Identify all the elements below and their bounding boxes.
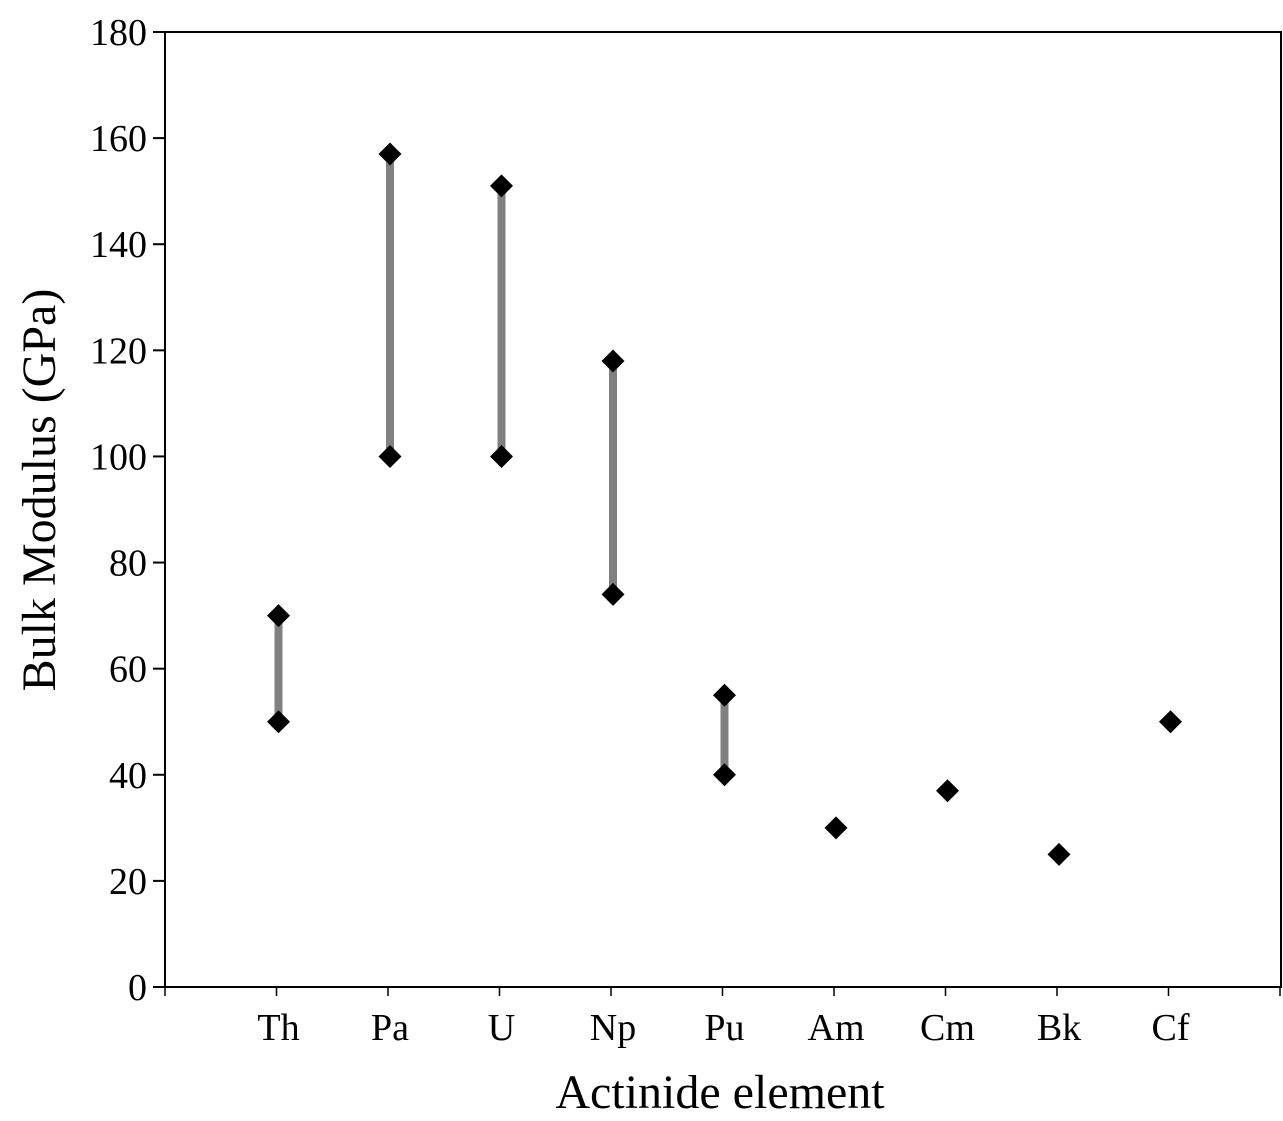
- x-tick-label-pu: Pu: [704, 1007, 744, 1049]
- marker-pu-low: [713, 763, 736, 787]
- y-tick-label: 160: [90, 118, 147, 160]
- x-ticks: Th Pa U Np Pu Am Cm Bk Cf: [164, 987, 1281, 1049]
- marker-am: [824, 816, 848, 840]
- marker-pu-high: [713, 683, 736, 707]
- marker-cf: [1159, 710, 1182, 734]
- data-markers: [267, 142, 1182, 866]
- marker-np-low: [601, 582, 625, 606]
- y-tick-label: 120: [90, 330, 147, 372]
- x-tick-label-u: U: [488, 1007, 515, 1049]
- marker-u-low: [490, 444, 513, 468]
- y-tick-label: 100: [90, 436, 147, 478]
- y-tick-label: 60: [109, 649, 147, 691]
- axes: [164, 31, 1282, 988]
- x-tick-label-pa: Pa: [371, 1007, 409, 1049]
- x-tick-label-cm: Cm: [920, 1007, 975, 1049]
- x-tick-label-am: Am: [808, 1007, 865, 1049]
- y-tick-label: 140: [90, 224, 147, 266]
- x-axis-title: Actinide element: [555, 1066, 885, 1119]
- marker-cm: [936, 779, 959, 803]
- x-tick-label-bk: Bk: [1037, 1007, 1081, 1049]
- y-tick-label: 80: [109, 543, 147, 585]
- marker-np-high: [601, 349, 625, 373]
- marker-pa-low: [378, 444, 402, 468]
- marker-th-low: [267, 710, 290, 734]
- plot-frame: [164, 31, 1282, 988]
- y-tick-label: 0: [128, 967, 147, 1009]
- y-tick-label: 40: [109, 755, 147, 797]
- range-bars: [274, 154, 729, 775]
- marker-bk: [1047, 842, 1071, 866]
- x-tick-label-cf: Cf: [1152, 1007, 1190, 1049]
- y-tick-label: 180: [90, 12, 147, 54]
- y-axis-title: Bulk Modulus (GPa): [13, 289, 66, 692]
- x-tick-label-th: Th: [257, 1007, 299, 1049]
- y-tick-label: 20: [109, 861, 147, 903]
- marker-u-high: [490, 174, 513, 198]
- marker-th-high: [267, 604, 290, 628]
- x-tick-label-np: Np: [590, 1007, 636, 1049]
- y-ticks: 0 20 40 60 80 100 120 140 160 180: [90, 12, 165, 1009]
- marker-pa-high: [378, 142, 402, 166]
